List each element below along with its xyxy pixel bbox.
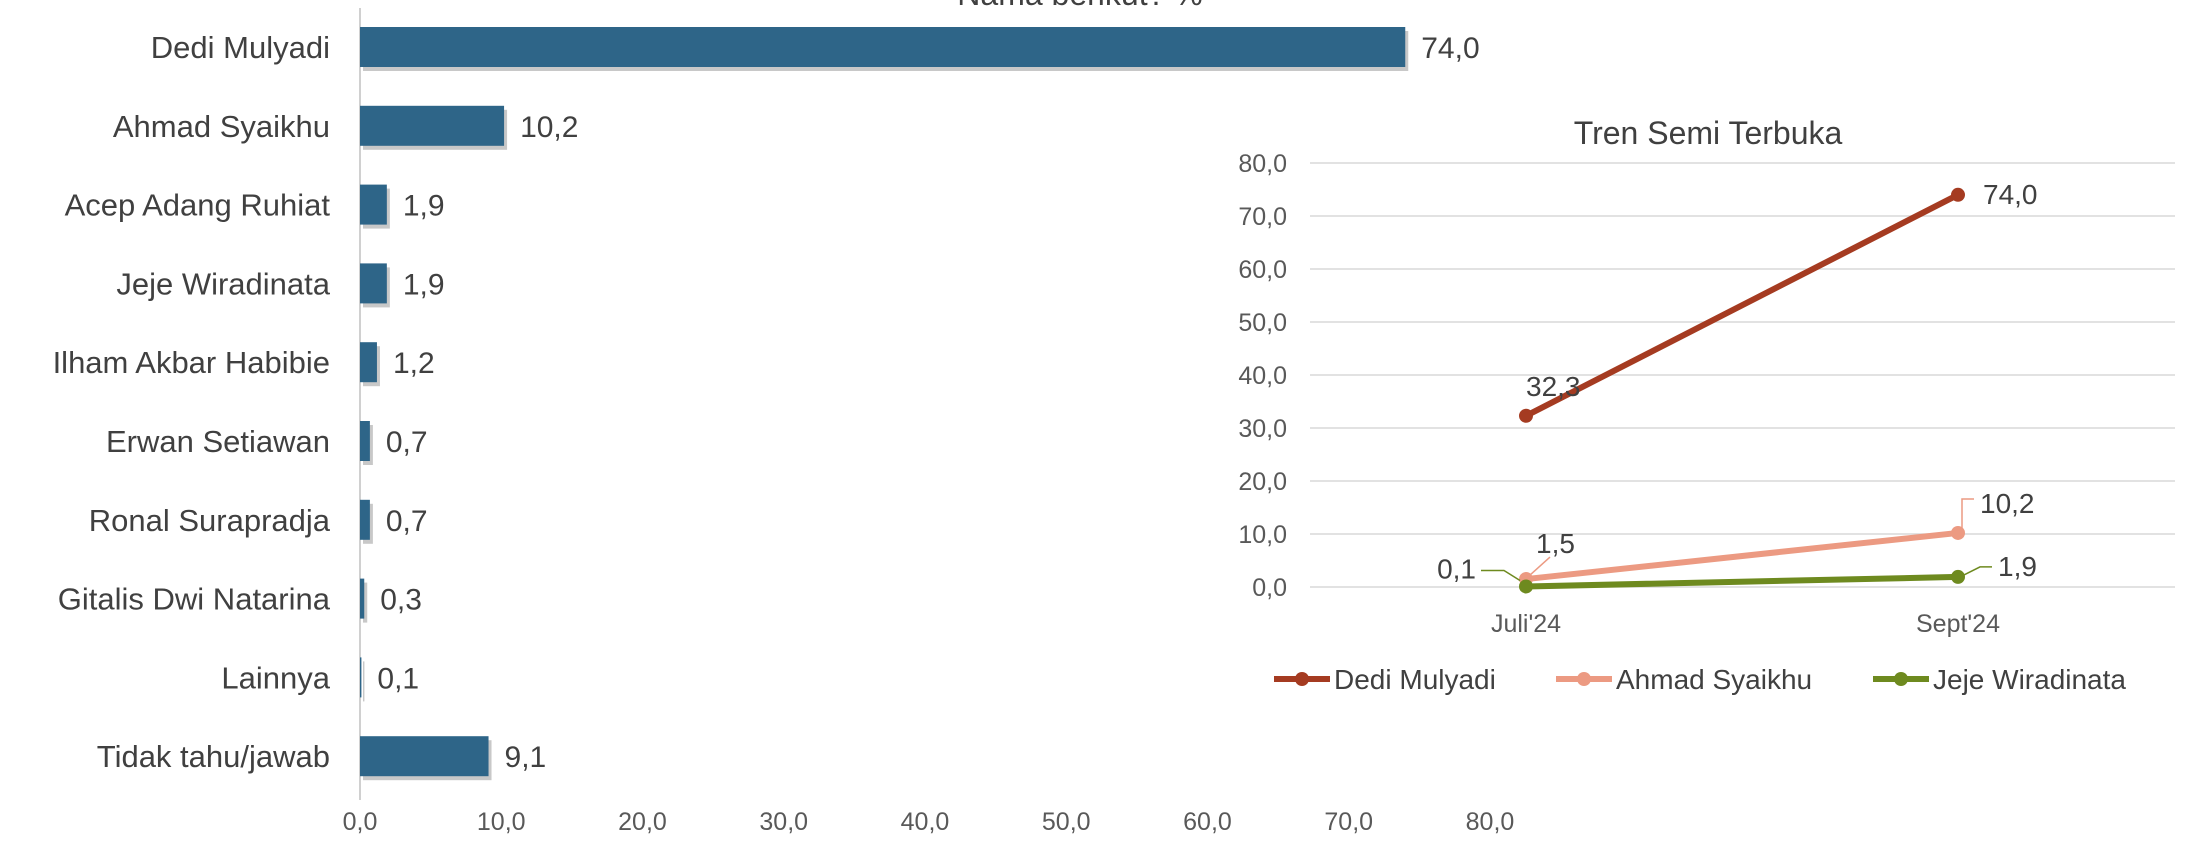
bar-category-label: Ilham Akbar Habibie (53, 345, 330, 380)
x-tick-label: 70,0 (1324, 808, 1373, 836)
series-line (1523, 529, 1961, 583)
y-tick-label: 80,0 (1238, 150, 1287, 178)
y-tick-label: 60,0 (1238, 256, 1287, 284)
bar-category-label: Erwan Setiawan (106, 424, 330, 459)
legend-swatch-marker (1894, 672, 1908, 686)
x-tick-label: 20,0 (618, 808, 667, 836)
y-tick-label: 20,0 (1238, 468, 1287, 496)
x-tick-label: 40,0 (901, 808, 950, 836)
data-label-leader (1529, 556, 1551, 576)
y-tick-label: 10,0 (1238, 521, 1287, 549)
bar (360, 105, 505, 146)
x-tick-label: 30,0 (759, 808, 808, 836)
bar-chart: Nama berikut? % Dedi Mulyadi 74,0 Ahmad Sya… (53, 0, 1515, 836)
bar (360, 657, 362, 698)
bar (360, 736, 489, 777)
bar-value-label: 1,9 (403, 268, 445, 301)
series-point (1519, 579, 1533, 594)
data-label: 74,0 (1983, 179, 2038, 210)
x-tick-label: 50,0 (1042, 808, 1091, 836)
y-tick-label: 50,0 (1238, 309, 1287, 337)
data-label: 1,5 (1536, 528, 1575, 559)
bar-category-label: Lainnya (221, 660, 330, 695)
bar (360, 27, 1406, 67)
series-line (1523, 573, 1961, 590)
bar-category-label: Ronal Surapradja (89, 503, 331, 538)
bar-value-label: 74,0 (1421, 32, 1479, 65)
data-label-leader (1963, 566, 1992, 576)
series-point (1951, 569, 1965, 584)
bar (360, 184, 387, 225)
y-tick-label: 40,0 (1238, 362, 1287, 390)
bar-chart-title: Nama berikut? % (957, 0, 1202, 12)
bar-value-label: 0,7 (386, 426, 428, 459)
x-category-label: Sept'24 (1916, 610, 2000, 638)
x-tick-label: 60,0 (1183, 808, 1232, 836)
bar-category-label: Gitalis Dwi Natarina (58, 582, 331, 617)
data-label: 32,3 (1526, 371, 1581, 402)
bar (360, 499, 370, 540)
bar-category-label: Acep Adang Ruhiat (65, 188, 331, 223)
line-chart-title: Tren Semi Terbuka (1574, 115, 1843, 151)
series-point (1519, 408, 1533, 423)
x-tick-label: 80,0 (1466, 808, 1515, 836)
bar-category-label: Ahmad Syaikhu (113, 109, 330, 144)
y-tick-label: 70,0 (1238, 203, 1287, 231)
data-label: 10,2 (1980, 488, 2035, 519)
series-point (1951, 525, 1965, 540)
y-tick-label: 0,0 (1252, 574, 1287, 602)
bar-value-label: 1,2 (393, 347, 435, 380)
x-category-label: Juli'24 (1491, 610, 1561, 638)
data-label-leader (1961, 498, 1974, 529)
data-label: 1,9 (1998, 551, 2037, 582)
bar (360, 342, 377, 383)
x-tick-label: 10,0 (477, 808, 526, 836)
bar (360, 578, 365, 619)
legend-swatch-marker (1577, 672, 1591, 686)
bar-shadow (363, 661, 365, 702)
legend-entry: Dedi Mulyadi (1334, 664, 1496, 695)
bar-category-label: Jeje Wiradinata (116, 266, 330, 301)
x-tick-label: 0,0 (343, 808, 378, 836)
bar-value-label: 0,3 (380, 584, 422, 617)
bar-value-label: 9,1 (505, 741, 547, 774)
series-point (1951, 187, 1965, 202)
series-line (1523, 191, 1961, 419)
bar (360, 263, 387, 304)
bar-value-label: 1,9 (403, 190, 445, 223)
bar-value-label: 10,2 (520, 111, 578, 144)
data-label: 0,1 (1437, 553, 1476, 584)
y-tick-label: 30,0 (1238, 415, 1287, 443)
legend-swatch-marker (1295, 672, 1309, 686)
legend-entry: Jeje Wiradinata (1933, 664, 2126, 695)
data-label-leader (1481, 569, 1521, 582)
bar-shadow (363, 582, 368, 623)
bar-category-label: Dedi Mulyadi (151, 30, 330, 65)
bar-value-label: 0,1 (377, 662, 419, 695)
legend-entry: Ahmad Syaikhu (1616, 664, 1812, 695)
bar (360, 421, 370, 461)
bar-category-label: Tidak tahu/jawab (97, 739, 330, 774)
bar-value-label: 0,7 (386, 505, 428, 538)
line-chart: Tren Semi Terbuka 0,0 10,0 20,0 30,0 40,0 50,0… (1238, 115, 2175, 695)
